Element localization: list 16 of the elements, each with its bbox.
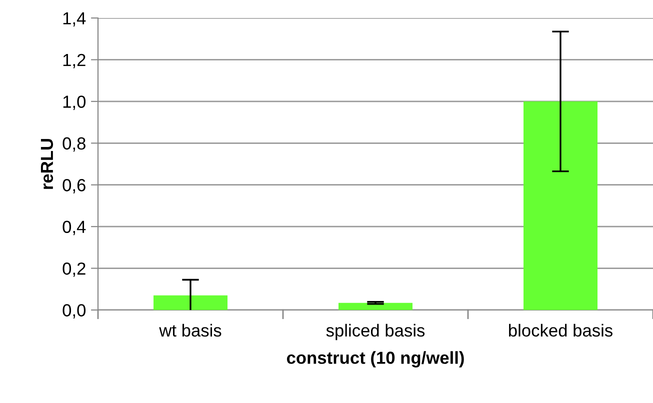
- y-tick-label: 1,0: [63, 96, 86, 110]
- bar: [338, 302, 412, 310]
- y-tick-label: 0,4: [62, 220, 86, 236]
- y-tick-label: 1,4: [63, 12, 86, 27]
- y-tick-label: 0,6: [62, 179, 86, 194]
- y-tick-label: 0,0: [62, 304, 86, 319]
- x-axis-title: construct (10 ng/well): [286, 351, 464, 368]
- x-tick-label: wt basis: [159, 324, 222, 337]
- y-tick-label: 1,2: [63, 54, 86, 68]
- bar: [524, 101, 598, 310]
- y-axis-title: reRLU: [40, 139, 54, 189]
- x-tick-label: spliced basis: [326, 324, 425, 340]
- y-tick-label: 0,8: [62, 137, 86, 152]
- bar: [154, 295, 228, 310]
- x-tick-label: blocked basis: [509, 324, 612, 337]
- y-tick-label: 0,2: [62, 262, 86, 277]
